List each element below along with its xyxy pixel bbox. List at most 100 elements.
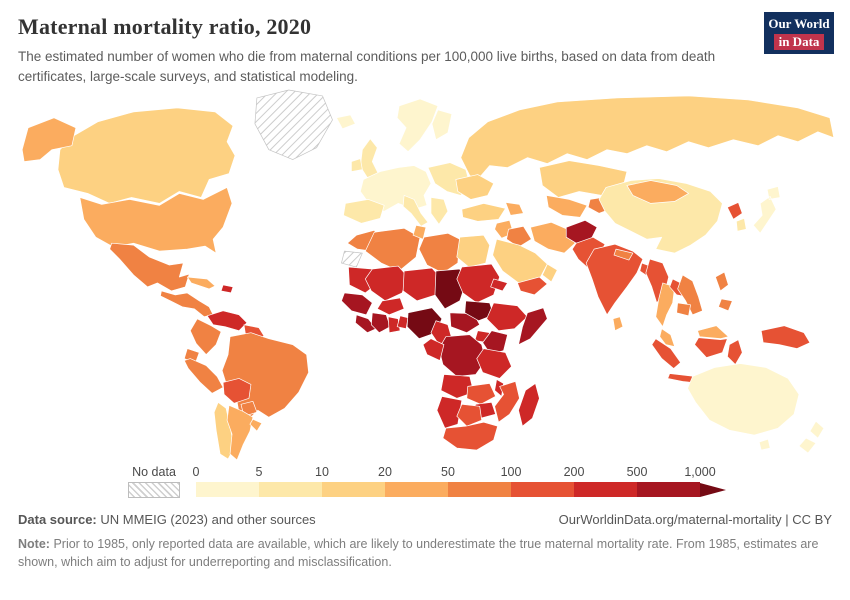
country-argentina[interactable]: [226, 405, 254, 461]
country-libya[interactable]: [418, 232, 461, 274]
owid-logo-line1: Our World: [768, 16, 830, 32]
country-australia[interactable]: [687, 363, 800, 436]
country-sumatra[interactable]: [651, 338, 681, 369]
country-cuba[interactable]: [186, 276, 216, 290]
legend-bin[interactable]: [196, 482, 259, 498]
country-ireland[interactable]: [351, 158, 363, 173]
legend-bin[interactable]: [448, 482, 511, 498]
country-caucasus[interactable]: [505, 202, 524, 216]
country-sri-lanka[interactable]: [612, 316, 624, 332]
country-finland[interactable]: [431, 109, 453, 141]
legend-bin[interactable]: [259, 482, 322, 498]
country-alaska[interactable]: [21, 117, 77, 163]
country-tasmania[interactable]: [758, 438, 771, 451]
country-turkey[interactable]: [461, 203, 506, 222]
country-yemen[interactable]: [517, 276, 548, 296]
country-malawi[interactable]: [494, 379, 504, 397]
country-uruguay[interactable]: [249, 419, 263, 432]
country-iberia[interactable]: [343, 199, 385, 224]
country-canada[interactable]: [57, 107, 236, 204]
country-western-sahara[interactable]: [341, 250, 363, 268]
country-philippines[interactable]: [715, 271, 733, 312]
country-togo-benin[interactable]: [396, 315, 409, 330]
legend-tick-label: 50: [441, 465, 455, 480]
country-bolivia[interactable]: [222, 378, 252, 404]
country-uzbekistan-turkmenistan[interactable]: [546, 195, 588, 218]
country-ukraine[interactable]: [455, 174, 494, 200]
country-malaysia[interactable]: [659, 328, 676, 348]
country-burkina-faso[interactable]: [376, 297, 405, 316]
country-italy[interactable]: [402, 195, 429, 227]
legend-bin[interactable]: [637, 482, 700, 498]
country-egypt[interactable]: [456, 234, 491, 268]
country-mozambique[interactable]: [494, 381, 520, 423]
country-angola[interactable]: [440, 374, 475, 399]
country-mexico[interactable]: [109, 242, 190, 292]
data-source: Data source: UN MMEIG (2023) and other s…: [18, 512, 316, 527]
country-tanzania[interactable]: [476, 348, 512, 379]
country-central-america[interactable]: [160, 290, 214, 318]
legend-tick-label: 5: [255, 465, 263, 480]
country-india[interactable]: [585, 243, 644, 316]
footer-link[interactable]: OurWorldinData.org/maternal-mortality | …: [558, 512, 832, 528]
country-iran[interactable]: [530, 222, 576, 254]
country-china[interactable]: [598, 178, 723, 254]
country-chile[interactable]: [213, 402, 235, 460]
country-algeria[interactable]: [364, 228, 421, 272]
legend-bin[interactable]: [322, 482, 385, 498]
country-united-kingdom[interactable]: [359, 138, 379, 178]
country-sudan[interactable]: [456, 263, 500, 304]
country-nepal[interactable]: [613, 248, 634, 261]
country-russia[interactable]: [460, 95, 835, 180]
chart-subtitle: The estimated number of women who die fr…: [18, 49, 716, 84]
country-new-zealand[interactable]: [798, 420, 825, 454]
country-japan[interactable]: [752, 186, 781, 234]
legend-bin[interactable]: [511, 482, 574, 498]
country-iraq[interactable]: [506, 226, 532, 248]
country-eritrea[interactable]: [490, 278, 508, 292]
country-botswana[interactable]: [456, 404, 483, 427]
country-namibia[interactable]: [436, 396, 463, 429]
country-senegal-guinea[interactable]: [341, 292, 373, 316]
world-map: [21, 89, 835, 461]
country-greenland[interactable]: [254, 89, 333, 161]
country-cote-divoire[interactable]: [370, 312, 391, 334]
country-north-korea[interactable]: [727, 202, 743, 220]
legend-bin[interactable]: [574, 482, 637, 498]
legend-bin[interactable]: [385, 482, 448, 498]
country-oman[interactable]: [542, 263, 558, 283]
country-haiti-dominican-republic[interactable]: [220, 284, 234, 294]
country-new-guinea[interactable]: [760, 325, 811, 350]
country-iceland[interactable]: [336, 114, 356, 130]
country-colombia[interactable]: [189, 318, 222, 356]
country-peru[interactable]: [183, 358, 224, 394]
country-venezuela[interactable]: [206, 310, 248, 332]
country-sierra-leone-liberia[interactable]: [355, 314, 377, 334]
country-south-sudan[interactable]: [464, 300, 494, 322]
country-ethiopia[interactable]: [486, 302, 528, 332]
country-balkans-greece[interactable]: [430, 197, 449, 225]
country-mali[interactable]: [364, 265, 409, 302]
owid-logo[interactable]: Our World in Data: [764, 12, 834, 54]
country-brazil[interactable]: [221, 332, 309, 419]
country-vietnam[interactable]: [677, 274, 703, 316]
country-somalia[interactable]: [518, 307, 548, 346]
country-borneo-malaysia[interactable]: [697, 325, 729, 340]
chart-footer: Data source: UN MMEIG (2023) and other s…: [0, 498, 850, 571]
no-data-swatch[interactable]: [128, 482, 180, 499]
country-ghana[interactable]: [387, 316, 401, 334]
country-borneo-indonesia[interactable]: [694, 337, 728, 359]
country-south-africa[interactable]: [442, 421, 498, 451]
country-south-korea[interactable]: [735, 218, 747, 232]
country-saudi-arabia[interactable]: [492, 238, 548, 284]
legend-arrow-bin[interactable]: [700, 482, 726, 497]
country-mongolia[interactable]: [626, 180, 689, 204]
country-sulawesi[interactable]: [727, 339, 743, 365]
legend-tick-label: 20: [378, 465, 392, 480]
country-zambia[interactable]: [466, 383, 496, 405]
country-congo-gabon[interactable]: [422, 338, 445, 362]
country-scandinavia[interactable]: [396, 98, 439, 153]
country-cambodia[interactable]: [676, 302, 691, 317]
country-madagascar[interactable]: [518, 383, 540, 427]
